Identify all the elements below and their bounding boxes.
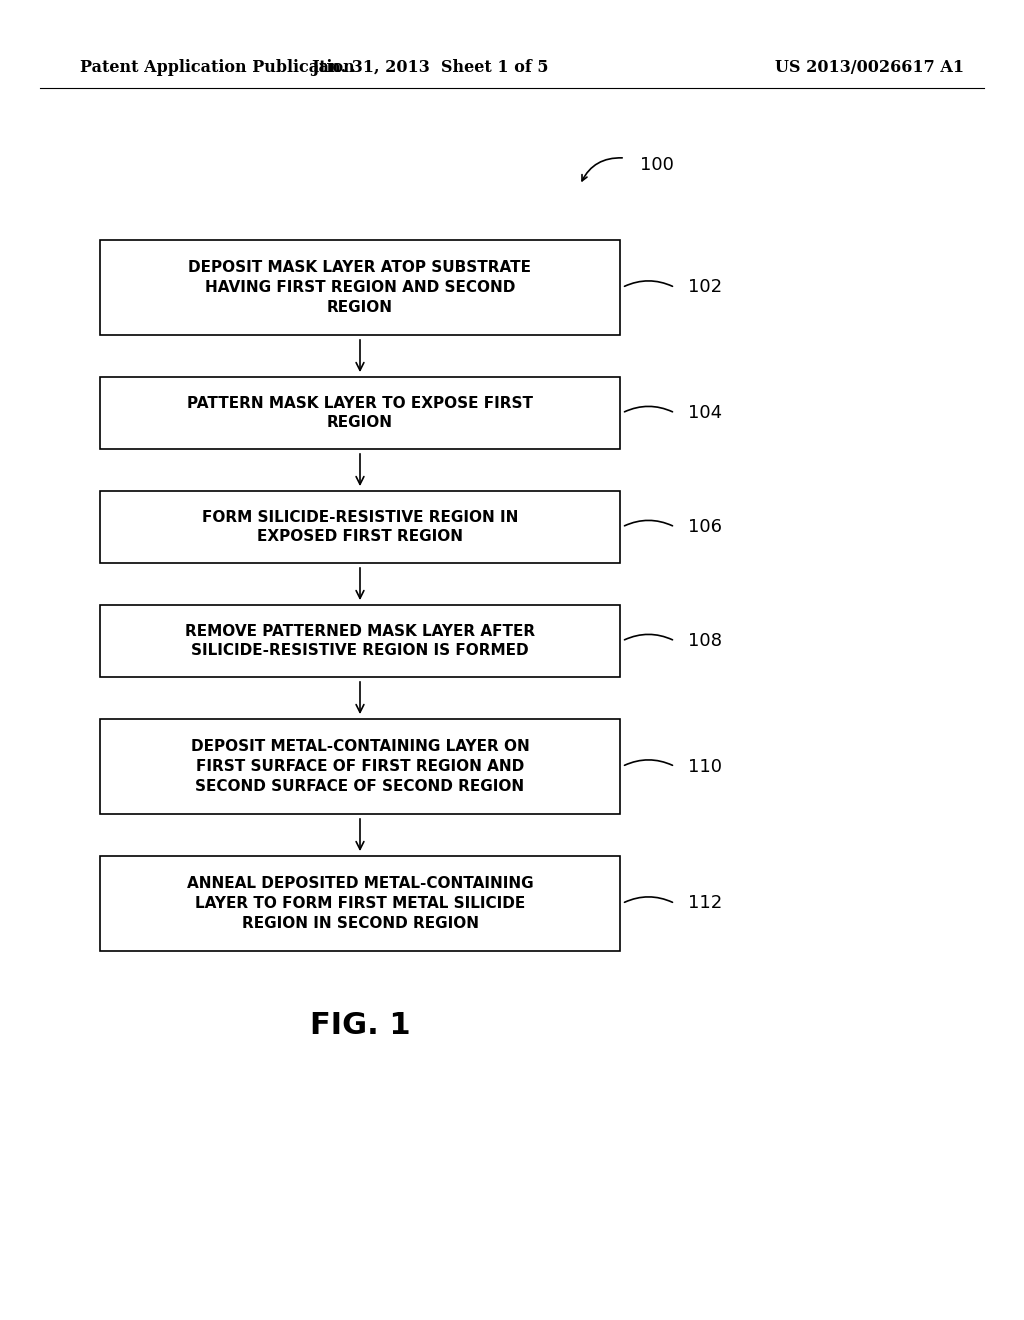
Bar	[100, 855, 620, 950]
Bar	[100, 605, 620, 677]
Text: FIG. 1: FIG. 1	[309, 1011, 411, 1040]
Text: REMOVE PATTERNED MASK LAYER AFTER
SILICIDE-RESISTIVE REGION IS FORMED: REMOVE PATTERNED MASK LAYER AFTER SILICI…	[185, 623, 536, 659]
Text: 106: 106	[688, 517, 722, 536]
Text: 110: 110	[688, 758, 722, 776]
Text: DEPOSIT METAL-CONTAINING LAYER ON
FIRST SURFACE OF FIRST REGION AND
SECOND SURFA: DEPOSIT METAL-CONTAINING LAYER ON FIRST …	[190, 739, 529, 793]
Bar	[100, 240, 620, 335]
Text: FORM SILICIDE-RESISTIVE REGION IN
EXPOSED FIRST REGION: FORM SILICIDE-RESISTIVE REGION IN EXPOSE…	[202, 510, 518, 544]
Text: 112: 112	[688, 895, 722, 912]
Bar	[100, 378, 620, 449]
Text: 104: 104	[688, 404, 722, 422]
Bar	[100, 491, 620, 564]
Text: 102: 102	[688, 279, 722, 297]
Text: ANNEAL DEPOSITED METAL-CONTAINING
LAYER TO FORM FIRST METAL SILICIDE
REGION IN S: ANNEAL DEPOSITED METAL-CONTAINING LAYER …	[186, 876, 534, 931]
Text: DEPOSIT MASK LAYER ATOP SUBSTRATE
HAVING FIRST REGION AND SECOND
REGION: DEPOSIT MASK LAYER ATOP SUBSTRATE HAVING…	[188, 260, 531, 314]
Text: PATTERN MASK LAYER TO EXPOSE FIRST
REGION: PATTERN MASK LAYER TO EXPOSE FIRST REGIO…	[187, 396, 534, 430]
Text: US 2013/0026617 A1: US 2013/0026617 A1	[775, 59, 965, 77]
Bar	[100, 719, 620, 814]
Text: Patent Application Publication: Patent Application Publication	[80, 59, 354, 77]
Text: 100: 100	[640, 156, 674, 174]
Text: Jan. 31, 2013  Sheet 1 of 5: Jan. 31, 2013 Sheet 1 of 5	[311, 59, 549, 77]
Text: 108: 108	[688, 632, 722, 649]
